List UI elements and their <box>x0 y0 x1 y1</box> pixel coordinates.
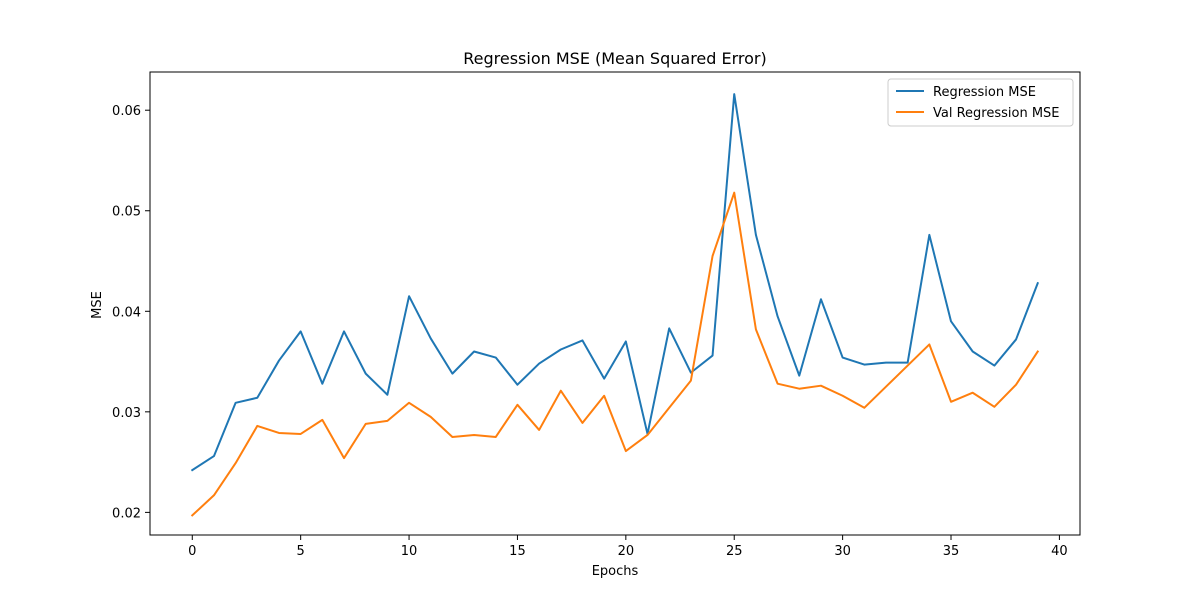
y-tick-label: 0.06 <box>112 104 141 119</box>
y-tick-label: 0.05 <box>112 205 141 220</box>
x-tick-label: 40 <box>1051 544 1068 559</box>
x-tick-label: 0 <box>188 544 196 559</box>
x-tick-label: 20 <box>618 544 635 559</box>
y-tick-label: 0.02 <box>112 506 141 521</box>
legend-label: Val Regression MSE <box>933 106 1060 121</box>
y-tick-label: 0.03 <box>112 406 141 421</box>
y-axis-label: MSE <box>90 291 105 319</box>
x-tick-label: 25 <box>726 544 743 559</box>
axes-frame <box>149 71 1081 536</box>
series-line-1 <box>190 191 1040 517</box>
x-tick-label: 30 <box>834 544 851 559</box>
x-axis-label: Epochs <box>592 564 639 579</box>
x-tick-label: 35 <box>943 544 960 559</box>
legend-box <box>887 78 1074 127</box>
legend: Regression MSE Val Regression MSE <box>887 78 1074 127</box>
x-tick-label: 5 <box>297 544 305 559</box>
legend-label: Regression MSE <box>933 85 1036 100</box>
x-tick-label: 15 <box>509 544 526 559</box>
chart-title: Regression MSE (Mean Squared Error) <box>463 49 767 68</box>
y-tick-label: 0.04 <box>112 305 141 320</box>
plot-area: 0 5 10 15 20 25 30 35 40 0.02 0.03 0.04 0.05 0.06 <box>112 71 1081 559</box>
x-tick-label: 10 <box>401 544 418 559</box>
series-line-0 <box>190 93 1040 472</box>
